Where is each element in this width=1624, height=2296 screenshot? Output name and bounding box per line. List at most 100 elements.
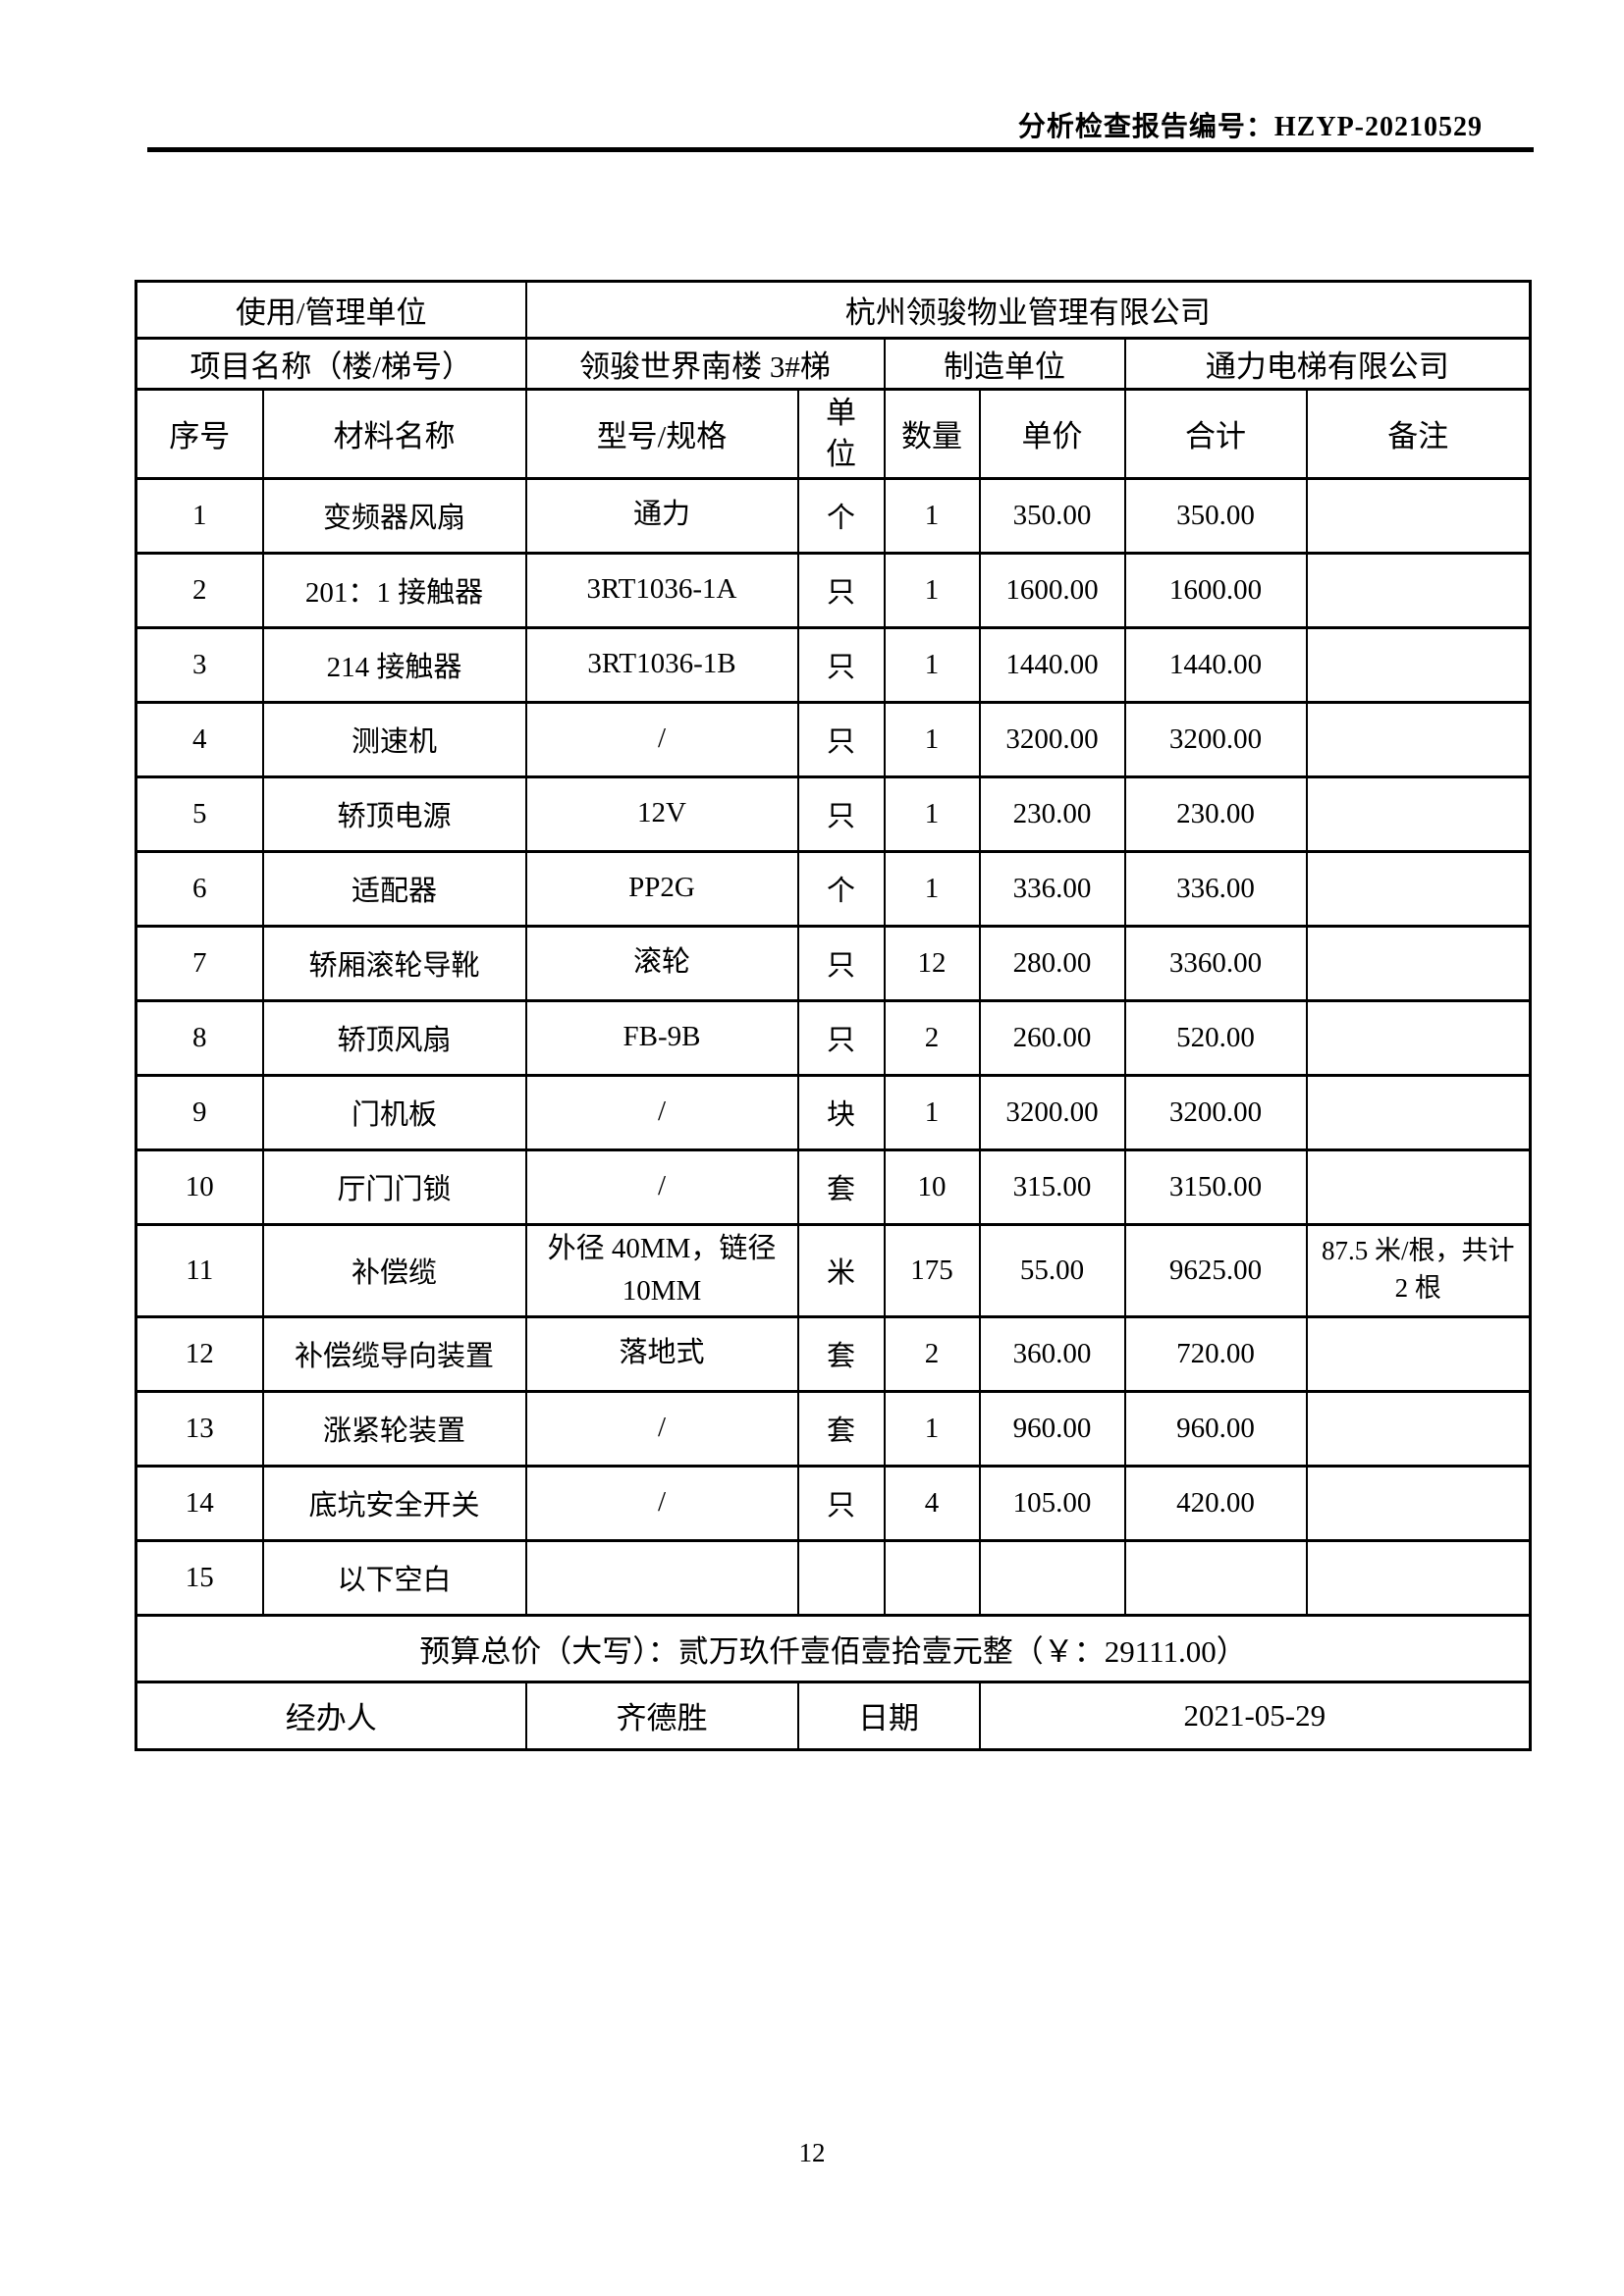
date-value: 2021-05-29 [978,1680,1532,1751]
cell-qty: 1 [883,1389,981,1468]
cell-model: 3RT1036-1B [524,625,799,704]
table-row: 7 轿厢滚轮导靴 滚轮只 12 280.00 3360.00 [135,924,1532,1002]
table-row: 12 补偿缆导向装置 落地式套 2 360.00 720.00 [135,1314,1532,1393]
cell-seq: 8 [135,998,264,1077]
cell-name: 轿厢滚轮导靴 [261,924,527,1002]
cell-unit: 只 [796,625,886,704]
cell-model: / [524,1464,799,1542]
table-row: 14 底坑安全开关 / 只 4 105.00 420.00 [135,1464,1532,1542]
cell-price: 55.00 [978,1222,1126,1318]
materials-table-wrapper: 使用/管理单位 杭州领骏物业管理有限公司 项目名称（楼/梯号） 领骏世界南楼 3… [135,280,1533,1751]
cell-total: 3360.00 [1123,924,1308,1002]
cell-seq: 15 [135,1538,264,1617]
col-header-model: 型号/规格 [524,388,799,480]
cell-seq: 6 [135,849,264,928]
cell-name: 补偿缆 [261,1222,527,1318]
cell-note [1305,1073,1532,1151]
cell-note [1305,551,1532,629]
cell-name: 门机板 [261,1073,527,1151]
cell-price: 336.00 [978,849,1126,928]
cell-price: 960.00 [978,1389,1126,1468]
cell-seq: 14 [135,1464,264,1542]
cell-seq: 11 [135,1222,264,1318]
cell-model: 滚轮 [524,924,799,1002]
cell-seq: 13 [135,1389,264,1468]
col-header-total: 合计 [1123,388,1308,480]
cell-price: 350.00 [978,476,1126,555]
cell-name: 测速机 [261,700,527,778]
cell-qty: 1 [883,551,981,629]
cell-unit: 个 [796,849,886,928]
cell-total: 3200.00 [1123,700,1308,778]
cell-seq: 10 [135,1148,264,1226]
cell-model: / [524,700,799,778]
cell-seq: 1 [135,476,264,555]
cell-note [1305,1464,1532,1542]
date-label: 日期 [796,1680,981,1751]
cell-total: 1440.00 [1123,625,1308,704]
cell-name: 补偿缆导向装置 [261,1314,527,1393]
cell-qty: 10 [883,1148,981,1226]
cell-qty: 2 [883,998,981,1077]
cell-note [1305,700,1532,778]
cell-model: 3RT1036-1A [524,551,799,629]
header-rule [147,147,1534,152]
cell-unit: 套 [796,1314,886,1393]
cell-name: 涨紧轮装置 [261,1389,527,1468]
cell-seq: 4 [135,700,264,778]
cell-seq: 7 [135,924,264,1002]
cell-price: 3200.00 [978,1073,1126,1151]
manufacturer-value: 通力电梯有限公司 [1123,337,1532,391]
use-unit-label: 使用/管理单位 [135,280,527,340]
cell-total: 336.00 [1123,849,1308,928]
cell-total: 9625.00 [1123,1222,1308,1318]
cell-price: 260.00 [978,998,1126,1077]
page-number: 12 [798,2138,826,2167]
report-number: 分析检查报告编号：HZYP-20210529 [1017,112,1483,142]
handler-value: 齐德胜 [524,1680,799,1751]
cell-total: 960.00 [1123,1389,1308,1468]
cell-seq: 3 [135,625,264,704]
cell-note [1305,998,1532,1077]
cell-price: 360.00 [978,1314,1126,1393]
col-header-price: 单价 [978,388,1126,480]
cell-price: 1440.00 [978,625,1126,704]
cell-note [1305,1389,1532,1468]
table-row: 9 门机板 / 块 1 3200.00 3200.00 [135,1073,1532,1151]
cell-price: 315.00 [978,1148,1126,1226]
cell-qty: 1 [883,625,981,704]
col-header-unit: 单位 [796,388,886,480]
cell-price: 280.00 [978,924,1126,1002]
col-header-unit-text: 单位 [825,396,856,471]
cell-total: 520.00 [1123,998,1308,1077]
cell-note [1305,1148,1532,1226]
table-row: 13 涨紧轮装置 / 套 1 960.00 960.00 [135,1389,1532,1468]
grand-total-row: 预算总价（大写）：贰万玖仟壹佰壹拾壹元整（￥：29111.00） [135,1613,1532,1683]
cell-model: 外径 40MM，链径 10MM [524,1222,799,1318]
cell-model [524,1538,799,1617]
table-row: 3 214 接触器 3RT1036-1B 只 1 1440.00 1440.00 [135,625,1532,704]
table-row: 2 201：1 接触器 3RT1036-1A 只 1 1600.00 1600.00 [135,551,1532,629]
info-row-project: 项目名称（楼/梯号） 领骏世界南楼 3#梯 制造单位 通力电梯有限公司 [135,337,1532,391]
manufacturer-label: 制造单位 [883,337,1126,391]
cell-price: 230.00 [978,774,1126,853]
cell-unit: 只 [796,700,886,778]
table-row: 8 轿顶风扇 FB-9B 只 2 260.00 520.00 [135,998,1532,1077]
cell-note [1305,625,1532,704]
cell-unit: 套 [796,1389,886,1468]
cell-seq: 5 [135,774,264,853]
cell-price: 105.00 [978,1464,1126,1542]
cell-qty: 175 [883,1222,981,1318]
cell-name: 214 接触器 [261,625,527,704]
materials-table: 使用/管理单位 杭州领骏物业管理有限公司 项目名称（楼/梯号） 领骏世界南楼 3… [135,280,1533,1751]
cell-model: / [524,1389,799,1468]
cell-unit: 只 [796,551,886,629]
cell-total: 720.00 [1123,1314,1308,1393]
cell-qty [883,1538,981,1617]
cell-note [1305,774,1532,853]
cell-total: 3150.00 [1123,1148,1308,1226]
cell-unit: 米 [796,1222,886,1318]
cell-note [1305,1538,1532,1617]
cell-qty: 1 [883,849,981,928]
cell-unit: 块 [796,1073,886,1151]
